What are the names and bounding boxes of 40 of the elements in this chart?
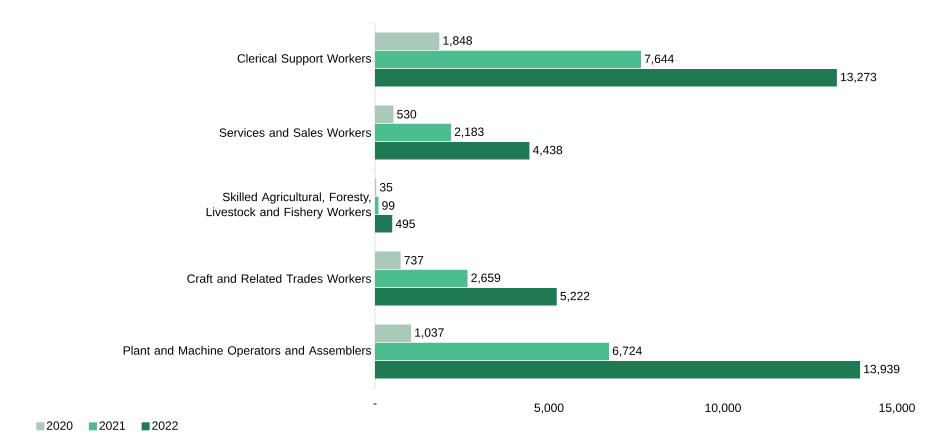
data-label: 530 — [397, 110, 416, 119]
y-tick-label: Clerical Support Workers — [238, 54, 372, 66]
data-label: 1,037 — [415, 328, 444, 338]
y-tick-label: Services and Sales Workers — [220, 128, 372, 137]
bar — [375, 196, 378, 214]
data-label: 13,939 — [864, 364, 900, 375]
y-tick-label: Plant and Machine Operators and Assemblers — [124, 346, 371, 358]
x-tick-label: 10,000 — [706, 404, 741, 414]
data-label: 6,724 — [612, 346, 642, 356]
bar — [375, 142, 530, 160]
y-tick-label: Craft and Related Trades Workers — [187, 274, 372, 283]
bar — [375, 32, 440, 50]
data-label: 5,222 — [560, 292, 590, 302]
legend-label: 2021 — [100, 421, 126, 430]
data-label: 1,848 — [443, 36, 472, 46]
bar — [375, 214, 392, 233]
x-tick-label: 15,000 — [880, 404, 915, 414]
bar — [375, 50, 642, 68]
data-label: 737 — [404, 256, 424, 265]
data-label: 35 — [380, 183, 392, 192]
x-tick-label: 5,000 — [534, 404, 564, 414]
legend-label: 2022 — [152, 421, 178, 430]
data-label: 2,659 — [471, 274, 500, 284]
data-label: 99 — [382, 201, 394, 210]
bar — [375, 124, 451, 142]
y-tick-label: Skilled Agricultural, Foresty, Livestock and Fishery Workers — [206, 192, 372, 219]
data-label: 2,183 — [454, 128, 484, 138]
bar — [375, 360, 860, 379]
bar — [375, 251, 401, 270]
bar — [375, 68, 837, 87]
data-label: 4,438 — [532, 146, 562, 156]
bar — [375, 324, 412, 342]
legend-label: 2020 — [46, 421, 72, 430]
data-label: 495 — [396, 220, 415, 228]
data-label: 13,273 — [841, 72, 876, 83]
bar — [375, 270, 468, 288]
bar — [375, 288, 557, 306]
data-label: 7,644 — [644, 54, 674, 64]
bar — [375, 342, 609, 360]
bar — [375, 105, 394, 124]
